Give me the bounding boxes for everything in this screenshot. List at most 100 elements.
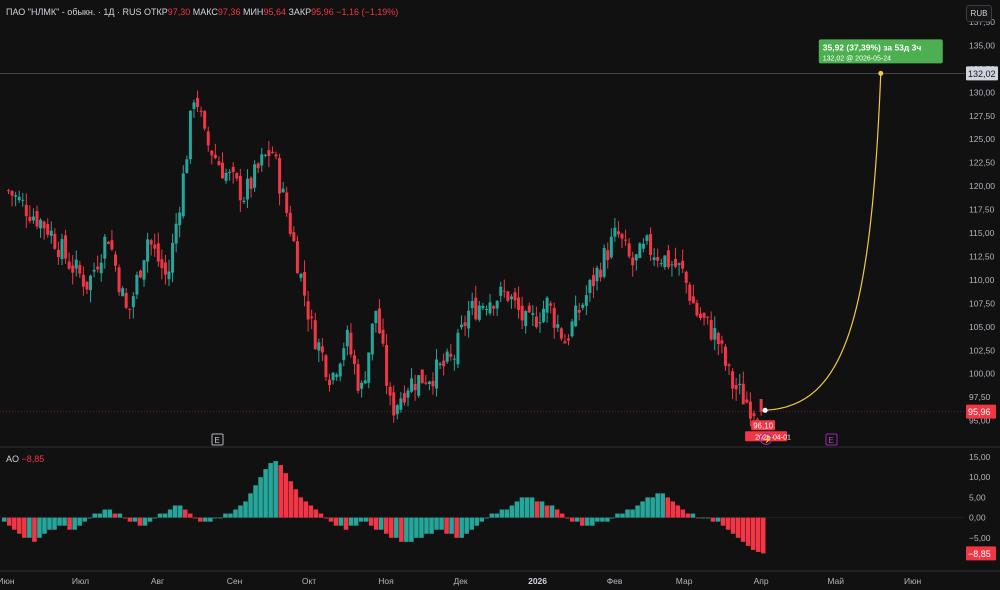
candle-body — [602, 247, 606, 277]
ao-bar — [474, 517, 479, 526]
ao-bar — [489, 513, 495, 518]
candle-body — [588, 279, 592, 293]
candle-body — [577, 309, 581, 313]
candle-body — [413, 383, 417, 391]
candle-body — [377, 308, 381, 334]
candle-body — [427, 381, 431, 384]
candle-body — [759, 399, 763, 412]
ao-bar — [655, 493, 660, 518]
candle-body — [17, 196, 21, 200]
ao-bar — [278, 465, 283, 518]
candle-body — [631, 257, 635, 266]
price-tick-label: 107,50 — [969, 298, 995, 308]
ao-bar — [504, 509, 510, 518]
candle-body — [367, 352, 371, 383]
ao-bar — [509, 505, 515, 518]
candle-body — [563, 341, 567, 344]
ao-bar — [213, 517, 218, 519]
ao-bar — [27, 517, 32, 538]
candle-body — [734, 384, 738, 390]
dividend-event-icon — [760, 433, 772, 445]
candle-body — [748, 401, 752, 419]
ao-bar — [47, 517, 52, 530]
event-markers: E ⚡ E — [211, 433, 838, 446]
ao-bar — [429, 517, 434, 534]
candle-body — [556, 324, 560, 328]
candle-body — [149, 240, 153, 245]
candle-body — [652, 257, 656, 261]
ao-bar — [328, 517, 334, 522]
candle-body — [663, 255, 667, 268]
candle-body — [99, 262, 103, 274]
ao-bar — [630, 509, 635, 518]
target-price-badge — [966, 66, 998, 81]
ao-bar — [384, 517, 389, 534]
currency-button[interactable]: RUB — [966, 5, 992, 22]
candle-body — [270, 151, 274, 153]
start-price-box — [751, 420, 776, 431]
candle-body — [146, 239, 150, 262]
ao-bar — [675, 505, 681, 518]
candle-body — [245, 178, 249, 200]
candle-body — [638, 243, 642, 258]
candle-body — [185, 159, 189, 174]
candle-body — [666, 250, 670, 268]
candle-body — [706, 316, 710, 318]
candle-body — [31, 216, 35, 221]
ao-label: AO — [6, 454, 20, 464]
candle-body — [420, 369, 424, 384]
candle-body — [46, 224, 50, 235]
candle-body — [64, 235, 68, 259]
candle-body — [738, 383, 742, 386]
ao-bar — [313, 509, 319, 518]
candle-body — [641, 243, 645, 249]
price-tick-label: 100,00 — [969, 369, 995, 379]
ao-bar — [575, 517, 580, 522]
ao-bar — [308, 505, 314, 518]
ao-bar — [705, 517, 711, 519]
candle-body — [552, 307, 556, 328]
ao-bar — [479, 517, 485, 522]
candle-body — [192, 102, 196, 109]
candle-body — [167, 271, 171, 280]
ao-bar — [298, 497, 304, 518]
ao-bar — [665, 497, 670, 518]
close-label: ЗАКР — [288, 7, 312, 17]
candle-body — [181, 173, 185, 217]
candle-body — [492, 306, 496, 309]
ao-bar — [152, 517, 158, 519]
start-price-text: 96,10 — [753, 421, 774, 430]
candle-body — [342, 348, 346, 361]
candle-body — [274, 154, 278, 157]
candle-body — [110, 240, 114, 250]
time-tick-label: Фев — [607, 576, 623, 586]
ao-bar — [142, 517, 148, 526]
candle-body — [188, 110, 192, 160]
candle-body — [395, 405, 399, 415]
ao-bar — [554, 509, 560, 518]
ao-bar — [404, 517, 409, 542]
candle-body — [235, 173, 239, 179]
candle-body — [135, 274, 139, 295]
ao-bar — [559, 513, 565, 518]
candle-body — [228, 171, 232, 173]
candle-body — [509, 296, 513, 300]
candle-body — [402, 393, 406, 403]
ao-bar — [228, 513, 233, 518]
candle-body — [317, 342, 321, 351]
ao-bar — [7, 517, 12, 526]
candle-body — [260, 154, 264, 166]
candle-body — [203, 111, 207, 129]
ao-bar — [469, 517, 474, 530]
candle-body — [128, 308, 132, 310]
candle-body — [213, 154, 217, 158]
candle-body — [595, 267, 599, 282]
ao-bar — [92, 513, 97, 518]
ao-bar — [449, 517, 454, 534]
candle-body — [424, 382, 428, 384]
candle-body — [306, 301, 310, 320]
ao-bar — [700, 517, 706, 519]
ao-bar — [77, 517, 82, 526]
candle-body — [295, 241, 299, 274]
